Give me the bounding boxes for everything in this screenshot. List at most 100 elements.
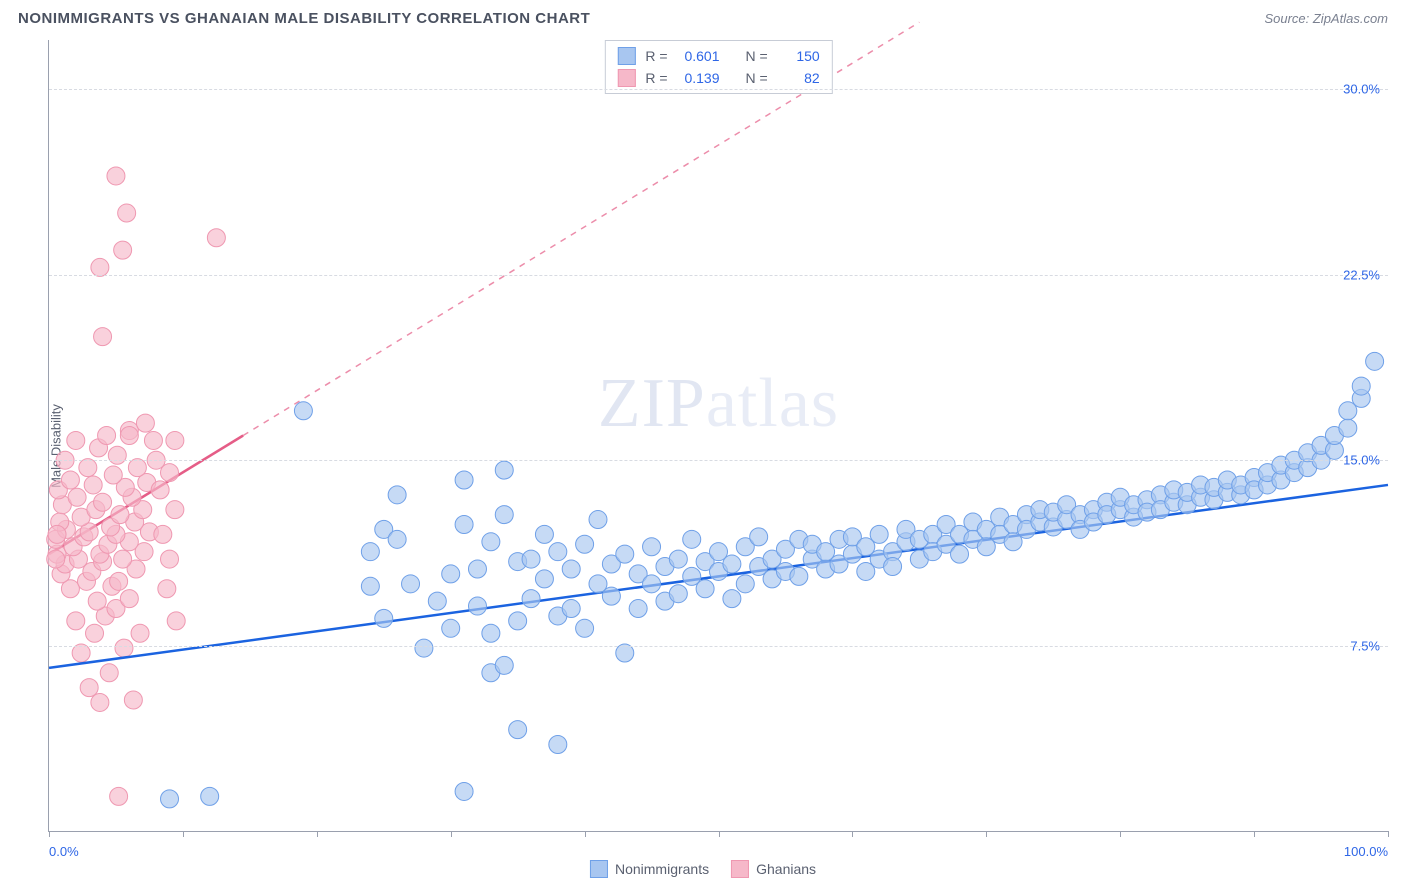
scatter-plot	[49, 40, 1388, 831]
x-tick	[1120, 831, 1121, 837]
swatch-blue	[617, 47, 635, 65]
pink-point	[61, 471, 79, 489]
pink-point	[48, 525, 66, 543]
pink-point	[111, 506, 129, 524]
blue-point	[790, 567, 808, 585]
gridline	[49, 89, 1388, 90]
legend-label: Ghanians	[756, 861, 816, 877]
x-tick	[719, 831, 720, 837]
blue-point	[361, 543, 379, 561]
x-axis-max-label: 100.0%	[1344, 844, 1388, 859]
stat-value: 0.601	[678, 45, 720, 67]
blue-point	[482, 624, 500, 642]
stat-value: 0.139	[678, 67, 720, 89]
blue-point	[161, 790, 179, 808]
pink-point	[207, 229, 225, 247]
blue-point	[535, 570, 553, 588]
blue-point	[669, 585, 687, 603]
x-tick	[852, 831, 853, 837]
blue-point	[629, 600, 647, 618]
pink-point	[120, 590, 138, 608]
blue-point	[669, 550, 687, 568]
gridline	[49, 275, 1388, 276]
blue-point	[455, 471, 473, 489]
blue-point	[870, 525, 888, 543]
pink-point	[128, 459, 146, 477]
legend-label: Nonimmigrants	[615, 861, 709, 877]
gridline	[49, 646, 1388, 647]
blue-point	[455, 515, 473, 533]
pink-point	[118, 204, 136, 222]
blue-point	[1339, 419, 1357, 437]
blue-point	[495, 506, 513, 524]
blue-point	[951, 545, 969, 563]
blue-point	[562, 560, 580, 578]
pink-point	[80, 679, 98, 697]
blue-point	[643, 575, 661, 593]
pink-point	[110, 787, 128, 805]
pink-point	[154, 525, 172, 543]
blue-point	[589, 511, 607, 529]
x-tick	[317, 831, 318, 837]
blue-point	[643, 538, 661, 556]
pink-point	[124, 691, 142, 709]
x-tick	[183, 831, 184, 837]
pink-point	[114, 241, 132, 259]
stat-label: N =	[746, 45, 768, 67]
pink-point	[104, 466, 122, 484]
pink-point	[131, 624, 149, 642]
swatch-pink	[731, 860, 749, 878]
blue-point	[388, 530, 406, 548]
pink-point	[120, 427, 138, 445]
stat-label: N =	[746, 67, 768, 89]
blue-point	[1366, 352, 1384, 370]
x-tick	[1254, 831, 1255, 837]
pink-point	[166, 431, 184, 449]
blue-point	[201, 787, 219, 805]
blue-point	[375, 609, 393, 627]
pink-point	[94, 493, 112, 511]
blue-point	[549, 543, 567, 561]
pink-point	[67, 431, 85, 449]
swatch-blue	[590, 860, 608, 878]
pink-point	[108, 446, 126, 464]
pink-point	[91, 693, 109, 711]
stat-value: 150	[778, 45, 820, 67]
x-tick	[585, 831, 586, 837]
blue-point	[442, 619, 460, 637]
pink-point	[151, 481, 169, 499]
pink-point	[68, 488, 86, 506]
pink-point	[110, 572, 128, 590]
pink-point	[100, 664, 118, 682]
blue-point	[428, 592, 446, 610]
blue-point	[509, 612, 527, 630]
pink-point	[161, 464, 179, 482]
blue-point	[683, 530, 701, 548]
x-tick	[986, 831, 987, 837]
blue-point	[294, 402, 312, 420]
blue-point	[884, 558, 902, 576]
blue-point	[1352, 377, 1370, 395]
x-tick	[451, 831, 452, 837]
pink-point	[161, 550, 179, 568]
blue-point	[616, 545, 634, 563]
blue-point	[522, 590, 540, 608]
pink-point	[166, 501, 184, 519]
blue-point	[361, 577, 379, 595]
x-tick	[49, 831, 50, 837]
x-tick	[1388, 831, 1389, 837]
blue-point	[495, 461, 513, 479]
stats-row-blue: R = 0.601 N = 150	[617, 45, 819, 67]
pink-point	[91, 258, 109, 276]
chart-area: ZIPatlas R = 0.601 N = 150 R = 0.139 N =…	[48, 40, 1388, 832]
pink-point	[79, 459, 97, 477]
blue-point	[549, 735, 567, 753]
pink-point	[158, 580, 176, 598]
blue-point	[750, 528, 768, 546]
blue-point	[696, 580, 714, 598]
blue-point	[415, 639, 433, 657]
gridline	[49, 460, 1388, 461]
blue-point	[495, 656, 513, 674]
blue-point	[402, 575, 420, 593]
pink-point	[144, 431, 162, 449]
